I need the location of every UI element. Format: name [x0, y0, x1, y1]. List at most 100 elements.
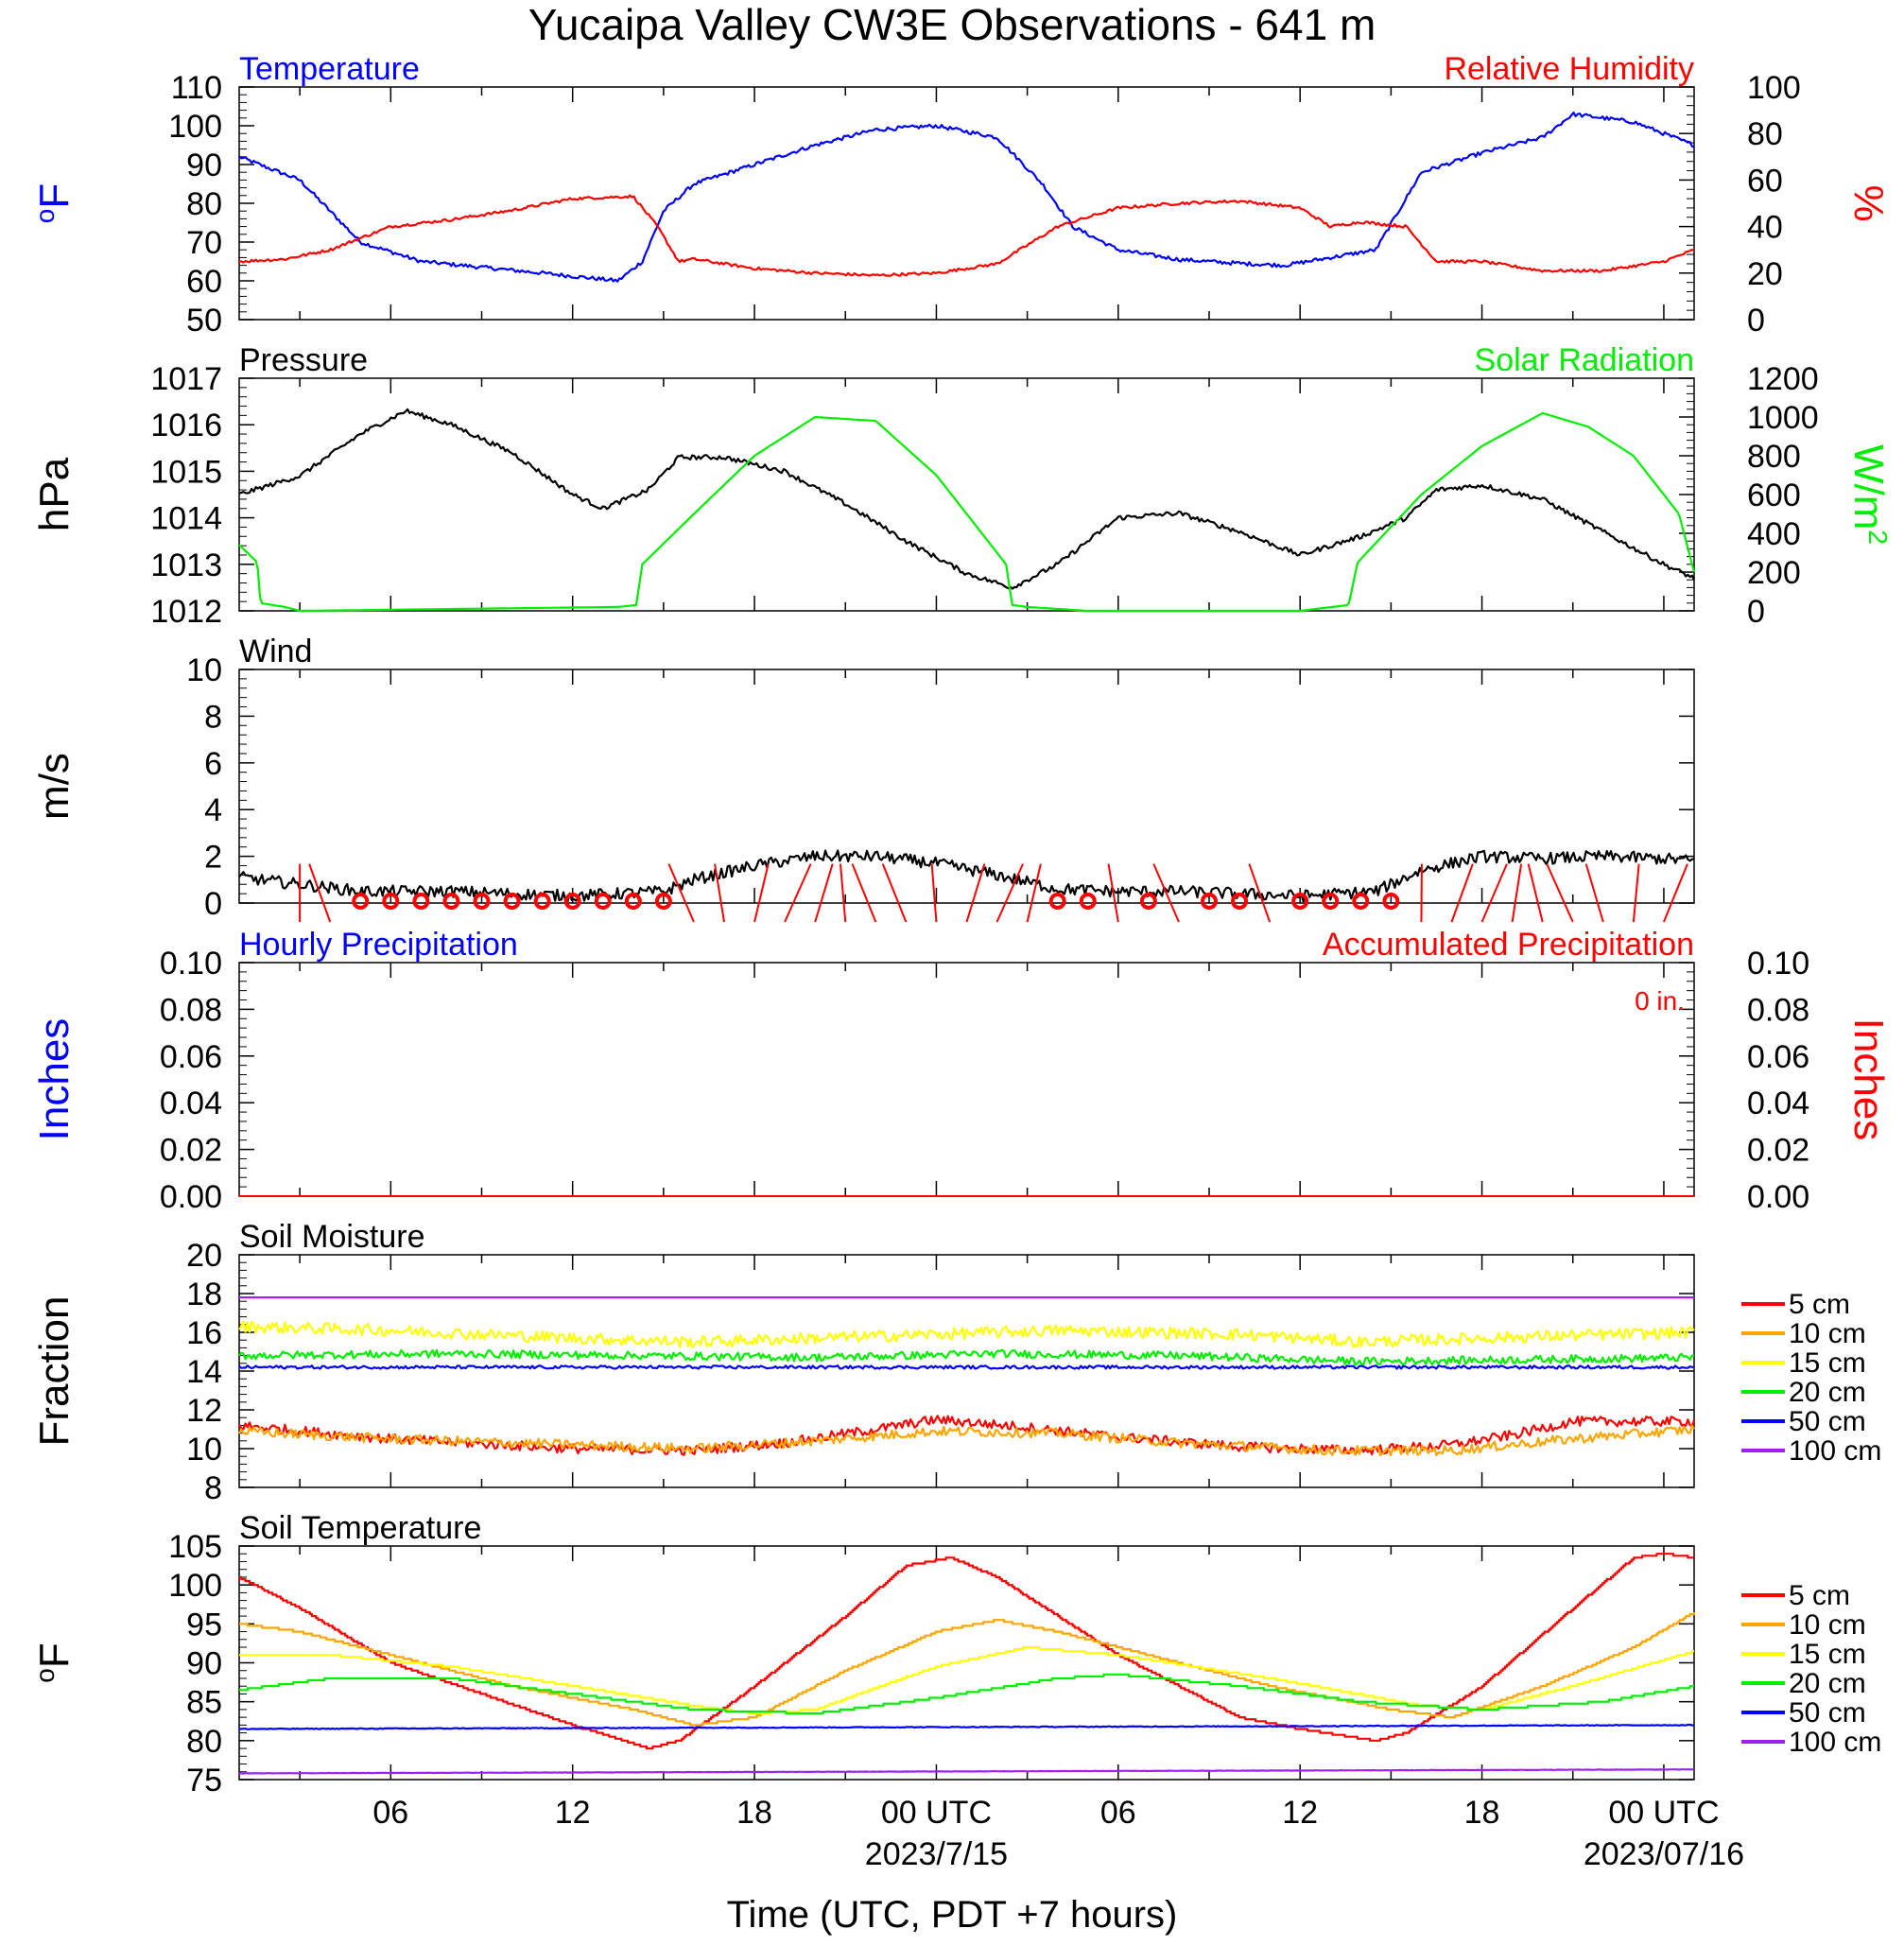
- y-tick-label-left: 0.08: [160, 992, 222, 1028]
- wind-barb-calm: [1322, 893, 1340, 910]
- accumulated-total-label: 0 in.: [1635, 986, 1685, 1016]
- wind-barb-calm: [442, 893, 460, 910]
- y-axis-label-right: Inches: [1845, 1018, 1892, 1141]
- plot-frame: [238, 377, 1695, 612]
- y-tick-label-right: 40: [1747, 210, 1783, 246]
- y-axis-label-left: m/s: [31, 753, 78, 820]
- y-tick-label-left: 50: [186, 303, 222, 339]
- series-line-20-cm: [238, 1348, 1695, 1366]
- plot-frame: [238, 669, 1695, 904]
- y-tick-label-left: 1012: [150, 594, 222, 630]
- y-tick-label-right: 0: [1747, 594, 1765, 630]
- wind-barb: [1107, 863, 1119, 923]
- legend-label: 100 cm: [1789, 1727, 1881, 1758]
- panel-title-right: Relative Humidity: [1444, 51, 1694, 87]
- wind-barb: [1527, 863, 1544, 923]
- x-tick-date-label: 2023/07/16: [1584, 1836, 1744, 1872]
- y-tick-label-left: 0.02: [160, 1133, 222, 1169]
- y-tick-label-right: 80: [1747, 116, 1783, 152]
- x-tick-label: 12: [555, 1795, 591, 1831]
- y-tick-label-left: 60: [186, 264, 222, 300]
- panel-title-left: Soil Temperature: [239, 1510, 481, 1546]
- y-tick-label-right: 0.10: [1747, 946, 1809, 982]
- panel-title-right: Accumulated Precipitation: [1323, 927, 1694, 963]
- wind-barb: [995, 863, 1024, 923]
- legend-label: 15 cm: [1789, 1347, 1866, 1379]
- x-tick-label: 18: [736, 1795, 772, 1831]
- series-line-50-cm: [238, 1723, 1695, 1730]
- y-tick-label-right: 1000: [1747, 400, 1819, 436]
- series-line-temperature: [238, 111, 1695, 283]
- series-line-15-cm: [238, 1320, 1695, 1349]
- y-tick-label-left: 80: [186, 186, 222, 222]
- legend-label: 20 cm: [1789, 1377, 1866, 1408]
- wind-barb: [1450, 863, 1474, 923]
- series-line-wind: [238, 849, 1695, 903]
- wind-barb-calm: [352, 893, 370, 910]
- y-tick-label-left: 8: [204, 699, 222, 735]
- series-line-50-cm: [238, 1364, 1695, 1370]
- y-tick-label-left: 0.04: [160, 1086, 222, 1121]
- y-tick-label-left: 8: [204, 1470, 222, 1506]
- panel-title-left: Soil Moisture: [239, 1219, 425, 1255]
- panel-pressure_solar: 1012 1013 1014 1015 1016 1017 0200400600800100…: [31, 342, 1894, 630]
- wind-barb: [784, 863, 812, 923]
- wind-barb-calm: [1048, 893, 1066, 910]
- y-tick-label-left: 1013: [150, 547, 222, 583]
- y-axis-label-left: oF: [30, 1642, 78, 1682]
- wind-barb-calm: [1139, 893, 1157, 910]
- wind-barb-calm: [533, 893, 551, 910]
- y-tick-label-left: 80: [186, 1724, 222, 1760]
- wind-barb-calm: [473, 893, 491, 910]
- wind-barb: [881, 863, 908, 923]
- legend-label: 5 cm: [1789, 1289, 1850, 1320]
- y-tick-label-left: 100: [168, 109, 222, 145]
- y-tick-label-left: 2: [204, 840, 222, 876]
- y-tick-label-left: 1017: [150, 361, 222, 397]
- y-tick-label-right: 1200: [1747, 361, 1819, 397]
- y-tick-label-right: 0.02: [1747, 1133, 1809, 1169]
- series-line-10-cm: [238, 1424, 1695, 1457]
- panel-title-left: Temperature: [239, 51, 420, 87]
- y-axis-label-left: oF: [30, 183, 78, 223]
- panel-title-left: Pressure: [239, 342, 368, 378]
- y-tick-label-right: 100: [1747, 70, 1801, 106]
- panel-wind: 0 2 4 6 8 10 Wind m/s: [31, 634, 1695, 923]
- panel-title-left: Hourly Precipitation: [239, 927, 518, 963]
- wind-barb: [1632, 863, 1640, 923]
- wind-barb-calm: [1201, 893, 1218, 910]
- series-line-solar-radiation: [238, 411, 1696, 613]
- y-tick-label-left: 10: [186, 1432, 222, 1468]
- wind-barb: [965, 863, 986, 923]
- x-tick-label: 00 UTC: [1608, 1795, 1719, 1831]
- y-tick-label-left: 12: [186, 1393, 222, 1429]
- wind-barb: [1152, 863, 1180, 923]
- wind-barb-calm: [382, 893, 400, 910]
- x-tick-label: 18: [1464, 1795, 1500, 1831]
- legend-label: 10 cm: [1789, 1609, 1866, 1641]
- series-line-relative-humidity: [238, 194, 1695, 277]
- series-line-20-cm: [239, 1673, 1694, 1715]
- y-tick-label-left: 0.06: [160, 1039, 222, 1075]
- y-tick-label-left: 90: [186, 1646, 222, 1682]
- plot-frame: [238, 1254, 1695, 1488]
- y-axis-label-left: Fraction: [31, 1296, 78, 1447]
- y-tick-label-left: 100: [168, 1568, 222, 1604]
- wind-barb-calm: [654, 893, 672, 910]
- y-tick-label-left: 10: [186, 652, 222, 688]
- x-tick-label: 06: [372, 1795, 408, 1831]
- series-line-5-cm: [239, 1553, 1694, 1750]
- wind-barb-calm: [412, 893, 430, 910]
- y-tick-label-right: 0: [1747, 303, 1765, 339]
- y-tick-label-left: 1014: [150, 501, 222, 537]
- wind-barb: [1546, 863, 1574, 923]
- x-axis-label: Time (UTC, PDT +7 hours): [727, 1894, 1178, 1936]
- y-tick-label-right: 20: [1747, 256, 1783, 292]
- y-tick-label-left: 90: [186, 148, 222, 183]
- wind-barb: [308, 863, 332, 923]
- legend-label: 100 cm: [1789, 1435, 1881, 1467]
- y-tick-label-left: 16: [186, 1315, 222, 1351]
- y-tick-label-left: 1016: [150, 408, 222, 443]
